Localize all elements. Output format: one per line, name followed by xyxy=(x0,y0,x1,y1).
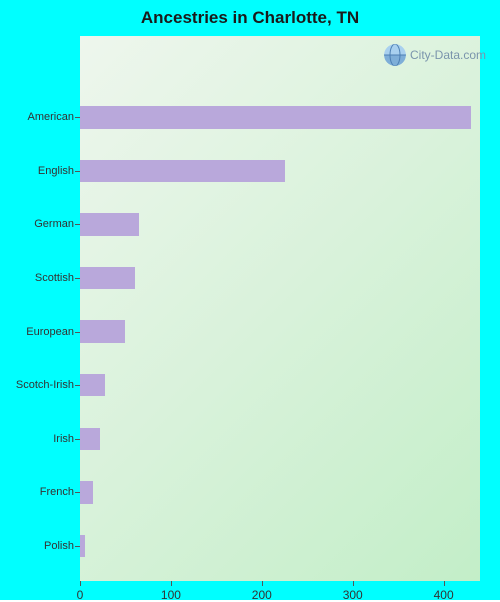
y-tick-label: German xyxy=(34,218,74,230)
x-tick xyxy=(262,581,263,586)
y-tick xyxy=(75,385,80,386)
globe-icon xyxy=(384,44,406,66)
y-tick-label: European xyxy=(26,326,74,338)
plot-area xyxy=(80,36,480,581)
bar xyxy=(80,428,100,451)
y-tick xyxy=(75,546,80,547)
y-tick-label: Scotch-Irish xyxy=(16,379,74,391)
bar xyxy=(80,267,135,290)
y-tick-label: French xyxy=(40,486,74,498)
y-tick-label: English xyxy=(38,165,74,177)
bar xyxy=(80,481,93,504)
x-tick xyxy=(80,581,81,586)
bar xyxy=(80,160,285,183)
y-tick-label: Scottish xyxy=(35,272,74,284)
y-tick xyxy=(75,439,80,440)
y-tick xyxy=(75,492,80,493)
x-tick xyxy=(444,581,445,586)
bar xyxy=(80,535,85,558)
chart-canvas: Ancestries in Charlotte, TN American Engl… xyxy=(0,0,500,600)
y-tick xyxy=(75,224,80,225)
watermark-text: City-Data.com xyxy=(410,48,486,62)
x-tick xyxy=(171,581,172,586)
watermark-logo: City-Data.com xyxy=(384,44,486,66)
y-tick xyxy=(75,117,80,118)
chart-title: Ancestries in Charlotte, TN xyxy=(0,8,500,28)
y-tick xyxy=(75,171,80,172)
y-tick xyxy=(75,332,80,333)
bar xyxy=(80,106,471,129)
bar xyxy=(80,320,125,343)
bar xyxy=(80,374,105,397)
y-tick xyxy=(75,278,80,279)
x-tick xyxy=(353,581,354,586)
bar xyxy=(80,213,139,236)
y-tick-label: Irish xyxy=(53,433,74,445)
y-tick-label: American xyxy=(28,111,74,123)
y-tick-label: Polish xyxy=(44,540,74,552)
